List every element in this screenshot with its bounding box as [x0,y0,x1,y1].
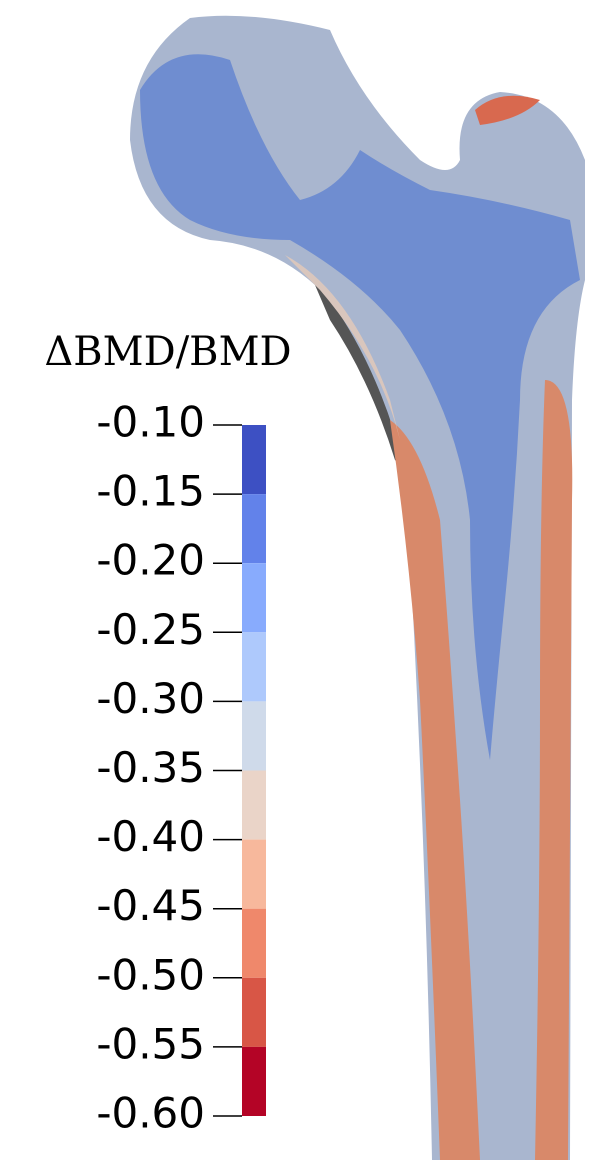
color-band [242,770,266,840]
tick-label: -0.25 [96,605,205,654]
femur [130,15,585,1161]
femur-shadow [300,250,405,470]
tick-label: -0.15 [96,467,205,516]
color-band [242,977,266,1047]
tick-label: -0.50 [96,950,205,999]
tick-label: -0.60 [96,1089,205,1138]
tick-label: -0.35 [96,743,205,792]
color-band [242,839,266,909]
femur-trochanter-red [475,95,540,125]
color-band [242,494,266,564]
colorbar-title: ΔBMD/BMD [44,329,291,375]
femur-blue-region [140,54,580,761]
tick-label: -0.45 [96,881,205,930]
color-band [242,1046,266,1116]
femur-red-band-right [535,380,573,1160]
color-band [242,632,266,702]
tick-label: -0.40 [96,812,205,861]
color-band [242,563,266,633]
tick-label: -0.30 [96,674,205,723]
tick-label: -0.55 [96,1019,205,1068]
tick-label: -0.20 [96,536,205,585]
color-band [242,701,266,771]
tick-label: -0.10 [96,398,205,447]
color-band [242,425,266,495]
color-band [242,908,266,978]
femur-red-band-left [390,420,480,1160]
